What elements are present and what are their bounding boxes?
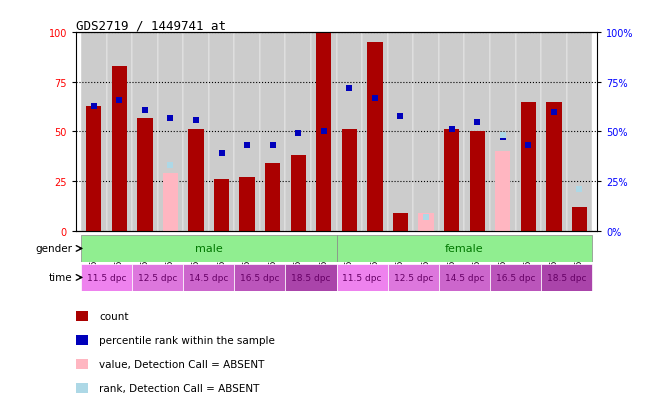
Bar (337, 33, 362, 231)
Bar (234, 264, 286, 291)
Text: 12.5 dpc: 12.5 dpc (138, 273, 178, 282)
Bar (490, 33, 515, 231)
Bar (439, 33, 465, 231)
Text: 11.5 dpc: 11.5 dpc (343, 273, 382, 282)
Bar (337, 264, 387, 291)
Text: count: count (99, 311, 129, 321)
Text: 14.5 dpc: 14.5 dpc (445, 273, 484, 282)
Bar (265, 164, 280, 231)
Bar (290, 156, 306, 231)
Bar (490, 264, 541, 291)
Bar (163, 174, 178, 231)
Bar (541, 264, 592, 291)
Bar (418, 214, 434, 231)
Bar (260, 33, 286, 231)
Text: rank, Detection Call = ABSENT: rank, Detection Call = ABSENT (99, 383, 259, 393)
Text: percentile rank within the sample: percentile rank within the sample (99, 335, 275, 345)
Text: 11.5 dpc: 11.5 dpc (87, 273, 126, 282)
Text: 12.5 dpc: 12.5 dpc (393, 273, 433, 282)
Bar (546, 102, 562, 231)
Bar (469, 132, 485, 231)
Bar (413, 33, 439, 231)
Bar (367, 43, 383, 231)
Bar (183, 33, 209, 231)
Bar (495, 152, 510, 231)
Bar (311, 33, 337, 231)
Bar (541, 33, 567, 231)
Text: 14.5 dpc: 14.5 dpc (189, 273, 228, 282)
Text: male: male (195, 244, 222, 254)
Bar (337, 235, 592, 262)
Bar (81, 235, 337, 262)
Bar (521, 102, 536, 231)
Bar (567, 33, 592, 231)
Text: 18.5 dpc: 18.5 dpc (291, 273, 331, 282)
Bar (106, 33, 132, 231)
Bar (240, 178, 255, 231)
Bar (387, 33, 413, 231)
Bar (387, 264, 439, 291)
Bar (81, 33, 106, 231)
Bar (465, 33, 490, 231)
Bar (137, 118, 152, 231)
Bar (188, 130, 204, 231)
Bar (132, 264, 183, 291)
Bar (572, 207, 587, 231)
Bar (439, 264, 490, 291)
Text: 16.5 dpc: 16.5 dpc (240, 273, 280, 282)
Bar (132, 33, 158, 231)
Bar (81, 264, 132, 291)
Bar (286, 264, 337, 291)
Bar (515, 33, 541, 231)
Text: GDS2719 / 1449741_at: GDS2719 / 1449741_at (76, 19, 226, 32)
Bar (214, 180, 229, 231)
Bar (86, 107, 102, 231)
Text: value, Detection Call = ABSENT: value, Detection Call = ABSENT (99, 359, 265, 369)
Bar (362, 33, 387, 231)
Text: female: female (445, 244, 484, 254)
Text: time: time (49, 273, 73, 283)
Bar (234, 33, 260, 231)
Bar (286, 33, 311, 231)
Text: 18.5 dpc: 18.5 dpc (547, 273, 586, 282)
Bar (572, 207, 587, 231)
Bar (209, 33, 234, 231)
Bar (342, 130, 357, 231)
Text: gender: gender (36, 244, 73, 254)
Text: 16.5 dpc: 16.5 dpc (496, 273, 535, 282)
Bar (316, 33, 331, 231)
Bar (112, 67, 127, 231)
Bar (393, 214, 408, 231)
Bar (158, 33, 183, 231)
Bar (444, 130, 459, 231)
Bar (183, 264, 234, 291)
